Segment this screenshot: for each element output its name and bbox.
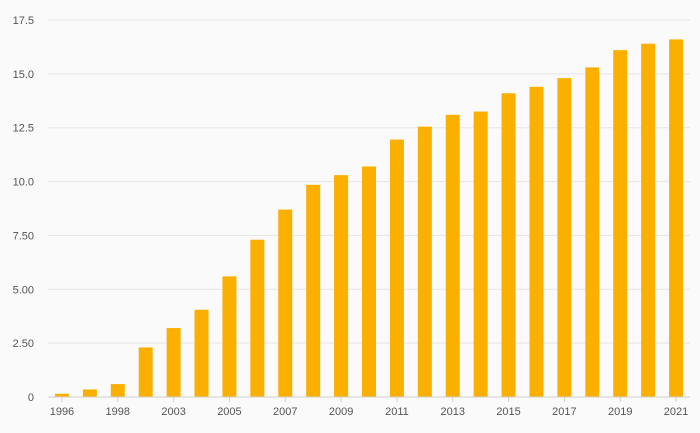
bar-2021[interactable] bbox=[669, 39, 684, 397]
bar-2015[interactable] bbox=[501, 93, 516, 397]
bar-2005[interactable] bbox=[222, 276, 237, 397]
bar-2008[interactable] bbox=[306, 184, 321, 397]
bar-2013[interactable] bbox=[445, 114, 460, 397]
bar-2020[interactable] bbox=[641, 43, 656, 397]
bar-2016[interactable] bbox=[529, 86, 544, 397]
x-tick-label: 2009 bbox=[329, 406, 353, 418]
x-tick-label: 2013 bbox=[440, 406, 464, 418]
y-tick-label: 17.5 bbox=[13, 15, 34, 27]
bar-2009[interactable] bbox=[334, 175, 349, 397]
bar-2019[interactable] bbox=[613, 50, 628, 397]
bar-1996[interactable] bbox=[54, 393, 69, 397]
bar-1998[interactable] bbox=[110, 384, 125, 397]
x-tick-label: 1998 bbox=[106, 406, 130, 418]
y-tick-label: 10.0 bbox=[13, 177, 34, 189]
y-tick-label: 5.00 bbox=[13, 284, 34, 296]
y-axis-tick-labels: 0 2.50 5.00 7.50 10.0 12.5 15.0 17.5 bbox=[13, 15, 34, 404]
bar-2006[interactable] bbox=[250, 239, 265, 397]
x-tick-label: 2005 bbox=[217, 406, 241, 418]
bar-2007[interactable] bbox=[278, 209, 293, 397]
bar-2011[interactable] bbox=[389, 139, 404, 397]
bar-2000[interactable] bbox=[138, 347, 153, 397]
x-tick-label: 2003 bbox=[161, 406, 185, 418]
x-axis bbox=[48, 396, 690, 402]
y-tick-label: 0 bbox=[28, 392, 34, 404]
bar-2014[interactable] bbox=[473, 111, 488, 398]
bars bbox=[54, 39, 684, 398]
x-tick-label: 2011 bbox=[385, 406, 409, 418]
bar-2003[interactable] bbox=[166, 328, 181, 397]
x-tick-label: 2007 bbox=[273, 406, 297, 418]
x-tick-label: 2019 bbox=[608, 406, 632, 418]
y-tick-label: 12.5 bbox=[13, 123, 34, 135]
bar-2012[interactable] bbox=[417, 126, 432, 397]
x-tick-label: 2017 bbox=[552, 406, 576, 418]
x-axis-tick-labels: 1996 1998 2003 2005 2007 2009 2011 2013 2015 2017… bbox=[50, 406, 689, 418]
bar-2004[interactable] bbox=[194, 309, 209, 397]
x-tick-label: 2021 bbox=[664, 406, 688, 418]
x-tick-label: 1996 bbox=[50, 406, 74, 418]
bar-2018[interactable] bbox=[585, 67, 600, 397]
y-tick-label: 7.50 bbox=[13, 230, 34, 242]
x-tick-label: 2015 bbox=[496, 406, 520, 418]
y-tick-label: 2.50 bbox=[13, 338, 34, 350]
bar-2010[interactable] bbox=[362, 166, 376, 397]
bar-1997[interactable] bbox=[82, 389, 97, 397]
bar-2017[interactable] bbox=[557, 78, 572, 397]
y-tick-label: 15.0 bbox=[13, 69, 34, 81]
